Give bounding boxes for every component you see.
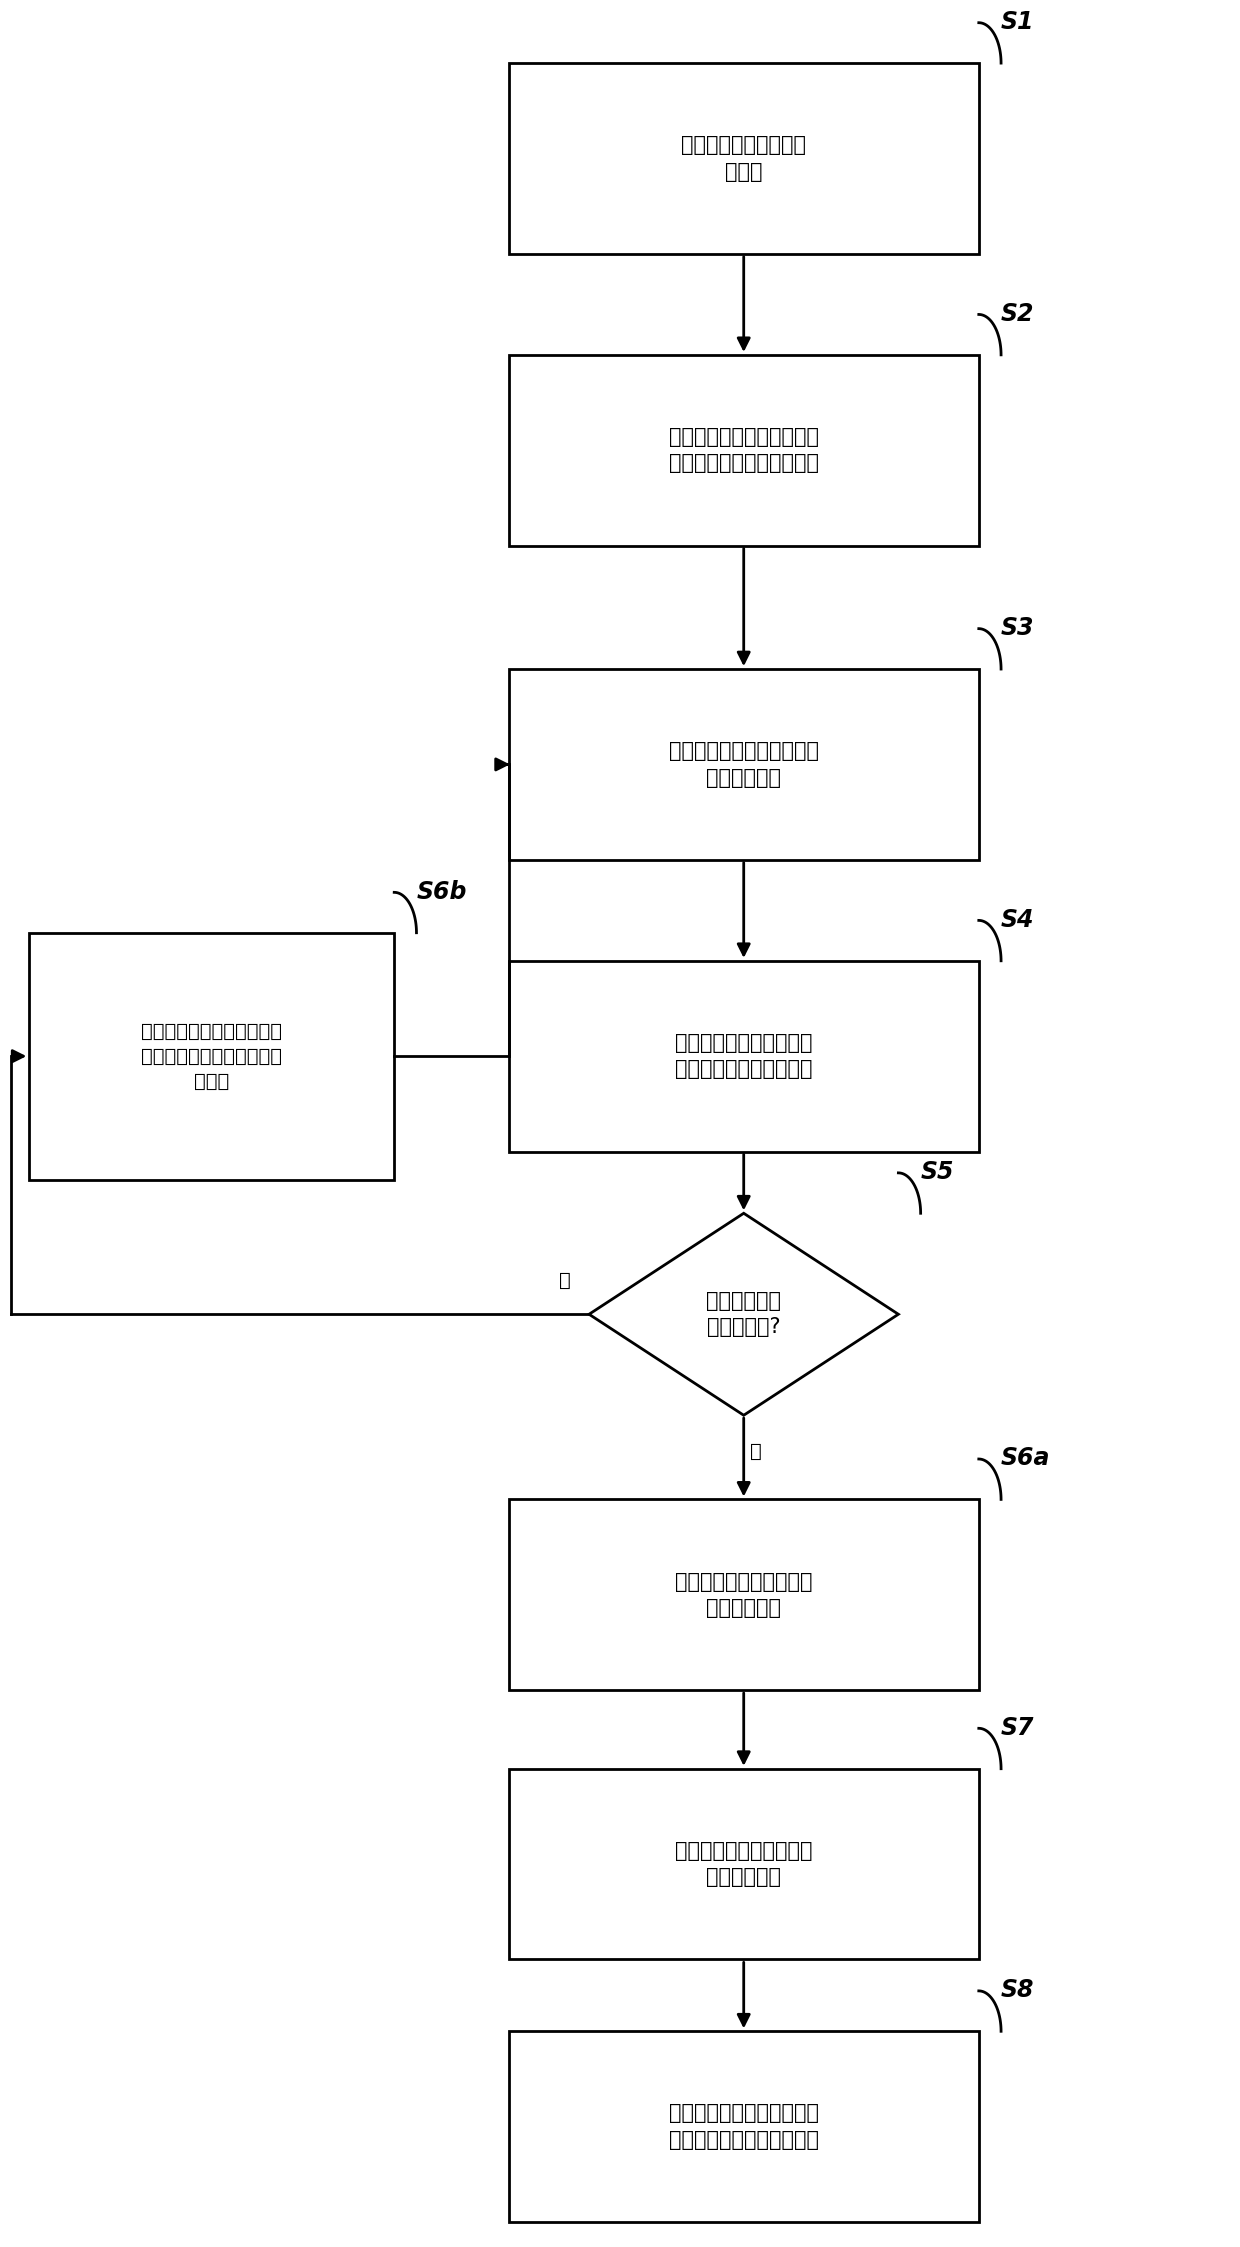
Text: 将密文与分节点数据的样
本量一起发送至中心节点: 将密文与分节点数据的样 本量一起发送至中心节点 (675, 1034, 812, 1079)
Text: 中心节点基于解密后的明文
集成所有分节点的训练模型: 中心节点基于解密后的明文 集成所有分节点的训练模型 (668, 2103, 818, 2150)
Text: S4: S4 (1001, 908, 1034, 933)
Text: S1: S1 (1001, 9, 1034, 34)
FancyBboxPatch shape (508, 1768, 978, 1959)
FancyBboxPatch shape (30, 933, 394, 1180)
Text: S3: S3 (1001, 616, 1034, 640)
Text: 选取下一分节点数据，并基
于节点训练模型进行训练得
到参数: 选取下一分节点数据，并基 于节点训练模型进行训练得 到参数 (141, 1022, 283, 1090)
FancyBboxPatch shape (508, 1499, 978, 1690)
Text: 选取一分节点数据，并基于
训练模型进行训练得到参数: 选取一分节点数据，并基于 训练模型进行训练得到参数 (668, 427, 818, 474)
Text: 是: 是 (750, 1443, 761, 1461)
Text: 中心节点对所有加密后的
参数进行运算: 中心节点对所有加密后的 参数进行运算 (675, 1571, 812, 1618)
Text: 否: 否 (559, 1272, 570, 1290)
FancyBboxPatch shape (508, 63, 978, 254)
FancyBboxPatch shape (508, 670, 978, 861)
Text: 设置同态加密函数及解
密函数: 设置同态加密函数及解 密函数 (681, 135, 806, 182)
Text: 将训练得到的参数进行同态
加密获得密文: 将训练得到的参数进行同态 加密获得密文 (668, 742, 818, 789)
Text: S6a: S6a (1001, 1447, 1050, 1470)
Text: S8: S8 (1001, 1977, 1034, 2002)
Text: 所有分节点是
否训练完毕?: 所有分节点是 否训练完毕? (707, 1292, 781, 1337)
FancyBboxPatch shape (508, 962, 978, 1150)
Text: S6b: S6b (417, 879, 466, 903)
Polygon shape (589, 1213, 898, 1416)
FancyBboxPatch shape (508, 2031, 978, 2222)
Text: S7: S7 (1001, 1714, 1034, 1739)
FancyBboxPatch shape (508, 355, 978, 546)
Text: 中心节点对运算后的参数
密文进行解密: 中心节点对运算后的参数 密文进行解密 (675, 1840, 812, 1887)
Text: S5: S5 (920, 1159, 954, 1184)
Text: S2: S2 (1001, 301, 1034, 326)
